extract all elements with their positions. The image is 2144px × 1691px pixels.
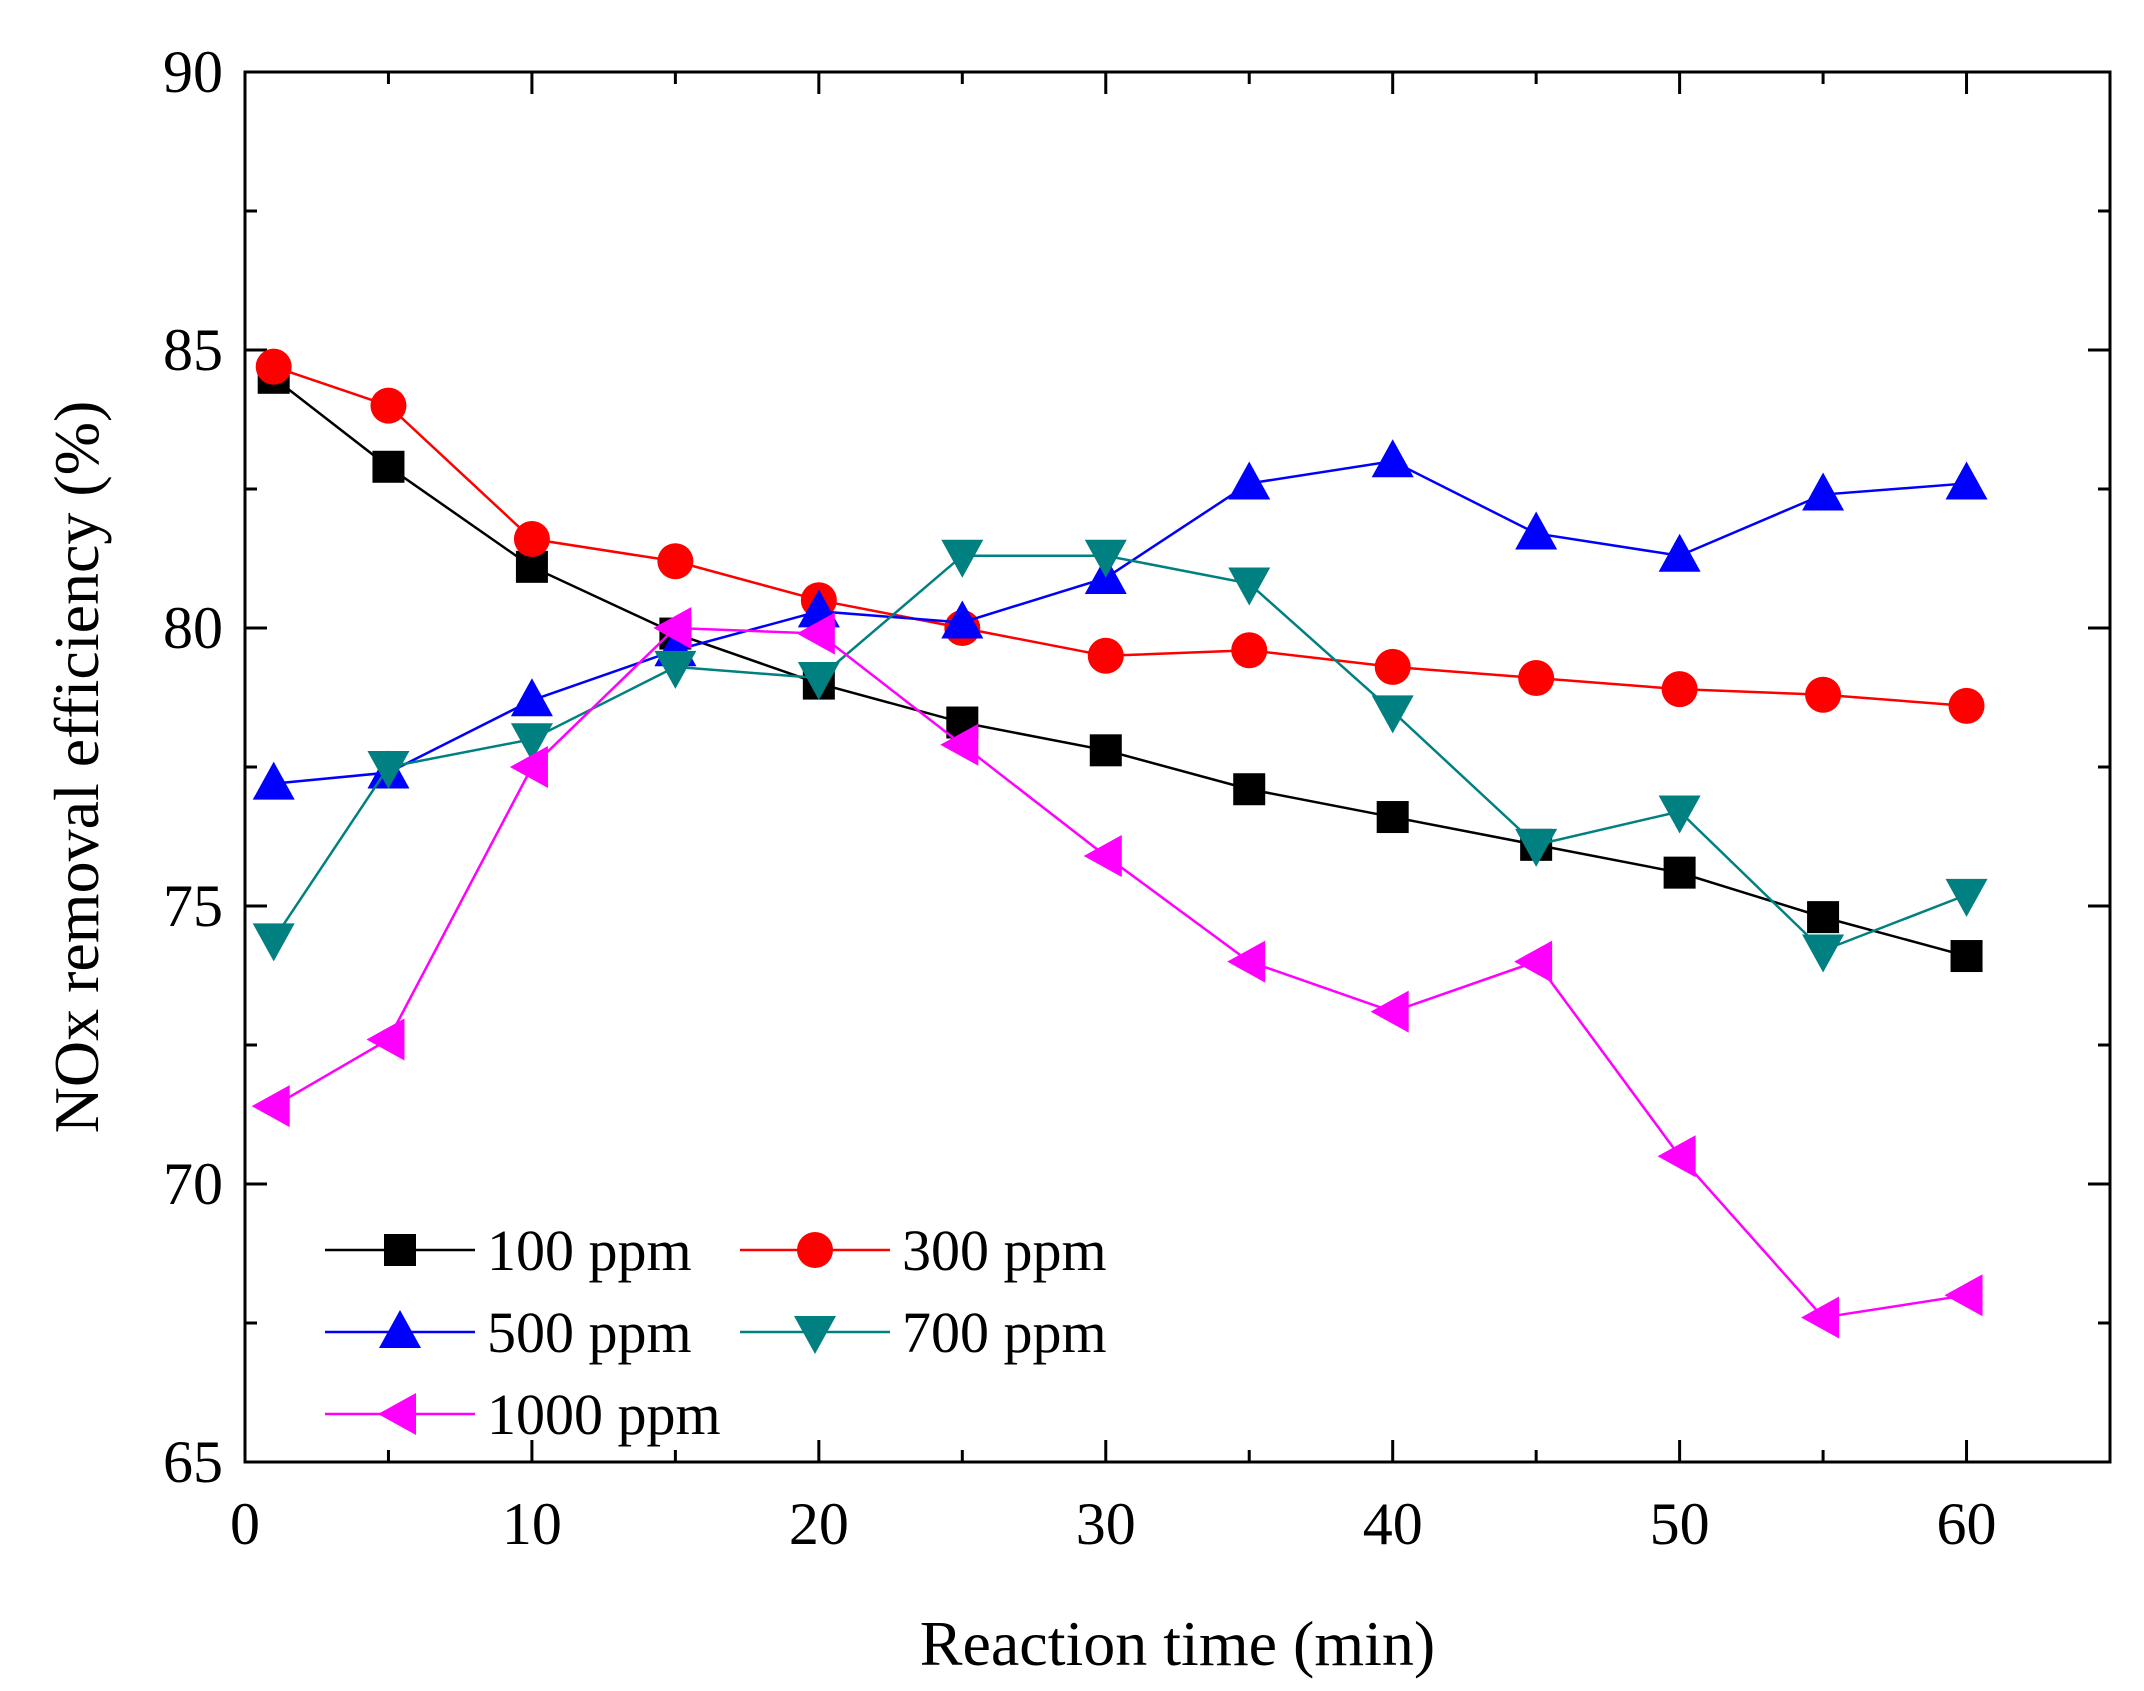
legend-label: 100 ppm [487, 1218, 692, 1283]
data-point-300-ppm [1518, 660, 1555, 697]
x-tick-label: 40 [1363, 1491, 1423, 1557]
legend-label: 700 ppm [902, 1300, 1107, 1365]
data-point-700-ppm [797, 662, 840, 701]
axes: 0 10 20 30 40 50 60 65 70 75 80 85 90 [163, 39, 2112, 1557]
legend-label: 1000 ppm [487, 1382, 721, 1447]
data-point-100-ppm [1233, 773, 1266, 806]
data-point-700-ppm [1802, 934, 1845, 973]
data-point-1000-ppm [653, 607, 692, 649]
data-point-500-ppm [1802, 472, 1845, 511]
data-point-300-ppm [1374, 648, 1411, 685]
data-point-1000-ppm [1370, 990, 1409, 1033]
y-axis-title: NOx removal efficiency (%) [41, 401, 112, 1134]
legend-item-1000-ppm: 1000 ppm [325, 1382, 721, 1447]
x-axis-title: Reaction time (min) [920, 1608, 1435, 1679]
data-point-300-ppm [1805, 676, 1842, 713]
data-point-700-ppm [1515, 828, 1558, 867]
data-point-1000-ppm [509, 746, 548, 788]
legend-marker [797, 1232, 833, 1268]
data-point-100-ppm [1376, 801, 1409, 834]
series-layer [251, 348, 1988, 1339]
legend-marker [794, 1316, 836, 1354]
data-point-700-ppm [510, 723, 553, 762]
x-tick-label: 20 [789, 1491, 849, 1557]
x-tick-label: 60 [1937, 1491, 1997, 1557]
series-700-ppm [252, 539, 1988, 973]
data-point-300-ppm [657, 543, 694, 580]
data-point-1000-ppm [1083, 834, 1122, 877]
data-point-1000-ppm [251, 1085, 290, 1128]
data-point-1000-ppm [940, 723, 979, 766]
x-tick-label: 10 [502, 1491, 562, 1557]
data-point-100-ppm [1089, 734, 1122, 767]
data-point-700-ppm [1228, 567, 1271, 606]
data-point-100-ppm [372, 450, 405, 483]
data-point-500-ppm [1658, 533, 1701, 572]
data-point-500-ppm [510, 678, 553, 717]
data-point-500-ppm [1371, 439, 1414, 478]
data-point-500-ppm [941, 600, 984, 639]
x-tick-label: 30 [1076, 1491, 1136, 1557]
legend-marker [378, 1393, 416, 1435]
data-point-500-ppm [1945, 461, 1988, 500]
legend-label: 300 ppm [902, 1218, 1107, 1283]
x-tick-label: 0 [230, 1491, 260, 1557]
x-tick-label: 50 [1650, 1491, 1710, 1557]
y-tick-label: 85 [163, 317, 223, 383]
legend-item-100-ppm: 100 ppm [325, 1218, 692, 1283]
legend-label: 500 ppm [487, 1300, 692, 1365]
data-point-300-ppm [255, 348, 292, 385]
legend-item-700-ppm: 700 ppm [740, 1300, 1107, 1365]
legend-marker [384, 1234, 416, 1266]
series-500-ppm [252, 439, 1988, 800]
data-point-1000-ppm [1657, 1135, 1696, 1178]
series-1000-ppm [251, 607, 1983, 1339]
data-point-500-ppm [1515, 511, 1558, 550]
data-point-100-ppm [1950, 940, 1983, 973]
data-point-300-ppm [370, 387, 407, 424]
legend-item-500-ppm: 500 ppm [325, 1300, 692, 1365]
data-point-700-ppm [1945, 878, 1988, 917]
data-point-700-ppm [367, 751, 410, 789]
y-tick-label: 90 [163, 39, 223, 105]
y-tick-label: 75 [163, 873, 223, 939]
series-100-ppm [257, 361, 1983, 973]
data-point-700-ppm [1084, 539, 1127, 578]
data-point-1000-ppm [796, 612, 835, 655]
y-tick-label: 70 [163, 1151, 223, 1217]
data-point-300-ppm [1231, 632, 1268, 669]
data-point-1000-ppm [1227, 940, 1266, 983]
data-point-700-ppm [654, 650, 697, 689]
y-tick-label: 65 [163, 1429, 223, 1495]
legend-item-300-ppm: 300 ppm [740, 1218, 1107, 1283]
legend-marker [379, 1310, 421, 1348]
data-point-300-ppm [1087, 637, 1124, 674]
data-point-700-ppm [1371, 695, 1414, 734]
series-300-ppm [255, 348, 1985, 724]
data-point-300-ppm [1661, 671, 1698, 708]
data-point-700-ppm [1658, 795, 1701, 834]
data-point-1000-ppm [366, 1018, 405, 1061]
y-tick-label: 80 [163, 595, 223, 661]
data-point-1000-ppm [1801, 1296, 1840, 1339]
data-point-100-ppm [1663, 856, 1696, 889]
data-point-500-ppm [252, 761, 295, 800]
data-point-500-ppm [1228, 461, 1271, 500]
data-point-700-ppm [252, 923, 295, 962]
legend: 100 ppm 300 ppm 500 ppm 700 ppm 1000 ppm [325, 1218, 1107, 1447]
data-point-300-ppm [1948, 687, 1985, 724]
data-point-300-ppm [513, 521, 550, 558]
data-point-1000-ppm [1514, 940, 1553, 983]
data-point-700-ppm [941, 539, 984, 578]
data-point-100-ppm [1807, 901, 1840, 934]
data-point-1000-ppm [1944, 1274, 1983, 1317]
